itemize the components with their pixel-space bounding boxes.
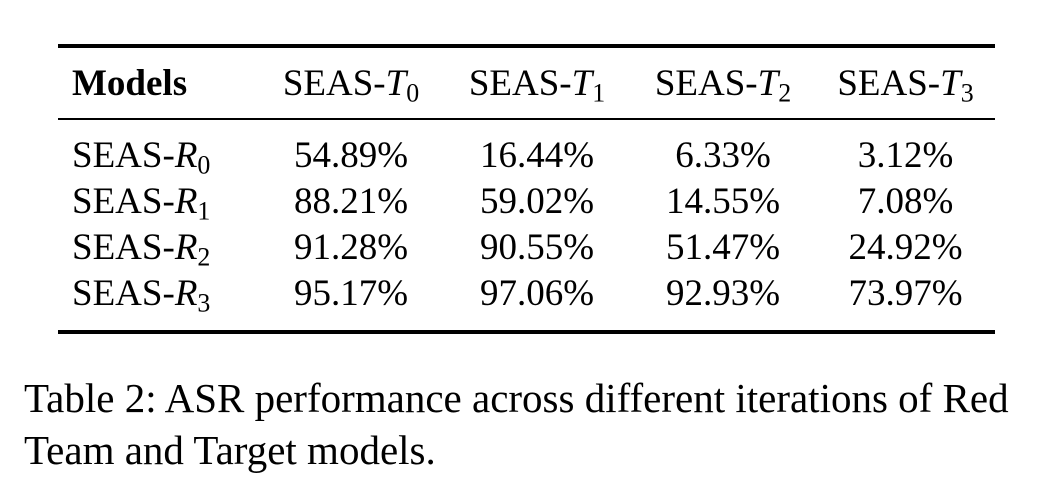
cell-r0-t3: 3.12% (857, 134, 954, 176)
table-header-row: Models SEAS-T0 SEAS-T1 SEAS-T2 SEAS-T3 (58, 46, 995, 119)
table-row: SEAS-R2 91.28% 90.55% 51.47% 24.92% (58, 224, 995, 270)
table-caption: Table 2: ASR performance across differen… (24, 375, 1009, 473)
row-r3-var: R (174, 272, 198, 314)
cell-r3-t1: 97.06% (479, 272, 595, 314)
row-label-r3: SEAS-R3 (58, 270, 258, 332)
row-r1-var: R (174, 180, 198, 222)
header-target-1-var: T (571, 62, 593, 104)
header-target-1-sub: 1 (592, 77, 606, 107)
table-row: SEAS-R0 54.89% 16.44% 6.33% 3.12% (58, 119, 995, 178)
row-r1-sub: 1 (197, 195, 211, 225)
cell-r2-t1: 90.55% (479, 226, 595, 268)
row-r3-sub: 3 (197, 287, 211, 317)
cell-r2-t0: 91.28% (293, 226, 409, 268)
table-row: SEAS-R1 88.21% 59.02% 14.55% 7.08% (58, 178, 995, 224)
header-target-3-sub: 3 (960, 77, 974, 107)
row-r0-sub: 0 (197, 149, 211, 179)
header-target-3-prefix: SEAS- (837, 62, 941, 104)
row-label-r2: SEAS-R2 (58, 224, 258, 270)
header-target-2: SEAS-T2 (630, 46, 816, 119)
header-models: Models (72, 62, 188, 104)
cell-r3-t3: 73.97% (848, 272, 963, 314)
cell-r0-t1: 16.44% (479, 134, 595, 176)
row-r1-prefix: SEAS- (72, 180, 175, 222)
cell-r1-t2: 14.55% (665, 180, 781, 222)
results-table-container: Models SEAS-T0 SEAS-T1 SEAS-T2 SEAS-T3 S… (58, 44, 995, 334)
header-target-3-var: T (940, 62, 961, 104)
row-r0-var: R (174, 134, 198, 176)
header-target-0: SEAS-T0 (258, 46, 444, 119)
row-r3-prefix: SEAS- (72, 272, 175, 314)
header-target-2-var: T (757, 62, 779, 104)
row-label-r1: SEAS-R1 (58, 178, 258, 224)
row-r2-prefix: SEAS- (72, 226, 175, 268)
row-r2-var: R (174, 226, 198, 268)
cell-r0-t0: 54.89% (293, 134, 409, 176)
cell-r0-t2: 6.33% (675, 134, 771, 176)
header-target-2-prefix: SEAS- (654, 62, 758, 104)
row-r0-prefix: SEAS- (72, 134, 175, 176)
cell-r1-t1: 59.02% (479, 180, 595, 222)
cell-r2-t3: 24.92% (848, 226, 963, 268)
asr-results-table: Models SEAS-T0 SEAS-T1 SEAS-T2 SEAS-T3 S… (58, 44, 995, 334)
cell-r1-t0: 88.21% (293, 180, 409, 222)
header-target-2-sub: 2 (778, 77, 792, 107)
cell-r3-t2: 92.93% (665, 272, 781, 314)
header-target-1-prefix: SEAS- (468, 62, 572, 104)
cell-r3-t0: 95.17% (293, 272, 409, 314)
table-row: SEAS-R3 95.17% 97.06% 92.93% 73.97% (58, 270, 995, 332)
row-r2-sub: 2 (197, 241, 211, 271)
header-target-0-prefix: SEAS- (282, 62, 386, 104)
header-target-3: SEAS-T3 (816, 46, 995, 119)
cell-r1-t3: 7.08% (857, 180, 954, 222)
row-label-r0: SEAS-R0 (58, 119, 258, 178)
header-target-0-sub: 0 (406, 77, 420, 107)
header-target-1: SEAS-T1 (444, 46, 630, 119)
header-target-0-var: T (385, 62, 407, 104)
cell-r2-t2: 51.47% (665, 226, 781, 268)
